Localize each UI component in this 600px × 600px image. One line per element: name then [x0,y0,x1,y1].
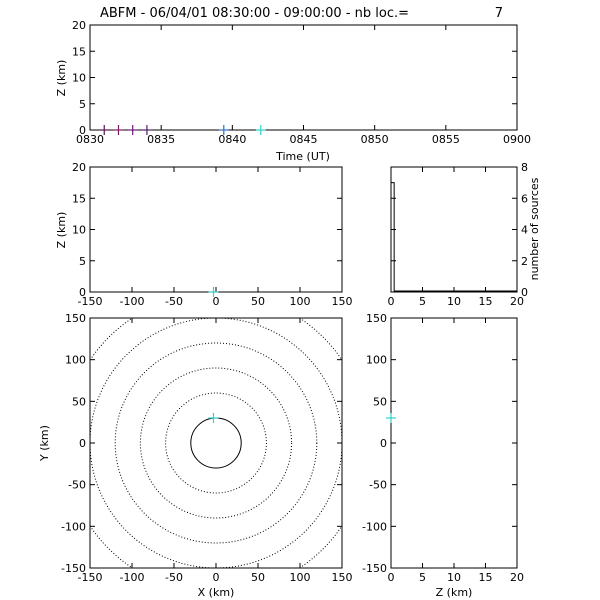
time_height-xtick-label: 0900 [503,133,531,146]
plan_view-range-ring [90,318,342,568]
plan_view-xtick-label: 150 [332,571,353,584]
height-histogram-panel [390,166,518,293]
height_histogram-xtick-label: 5 [419,295,426,308]
plan_view-range-ring [190,417,242,469]
plan_view-ytick-label: -150 [61,562,86,575]
plan_view-ytick-label: 150 [65,312,86,325]
time_height-point [255,125,266,135]
z_y-ytick-label: 150 [366,312,387,325]
figure-title: ABFM - 06/04/01 08:30:00 - 09:00:00 - nb… [100,6,409,21]
chart-marks: 0830 0835 0840 0845 0850 0855 090005101520-150… [61,19,531,584]
histogram-ylabel: number of sources [528,177,541,280]
z_y-xtick-label: 5 [419,571,426,584]
x_height-ytick-label: 15 [72,192,86,205]
height_histogram-ytick-label: 8 [521,161,528,174]
x_height-ytick-label: 10 [72,224,86,237]
x_height-point [208,287,219,297]
height_histogram-ytick-label: 4 [521,224,528,237]
z_y-xtick-label: 0 [388,571,395,584]
height_histogram-ytick-label: 2 [521,255,528,268]
x_height-xtick-label: 50 [251,295,265,308]
time_height-xtick-label: 0855 [432,133,460,146]
plan-view-xlabel: X (km) [198,586,235,599]
z_y-ytick-label: 0 [380,437,387,450]
height_histogram-xtick-label: 0 [388,295,395,308]
time_height-ytick-label: 20 [72,19,86,32]
z-y-panel [390,317,518,569]
x_height-xtick-label: 0 [213,295,220,308]
plan_view-ytick-label: 0 [79,437,86,450]
z_y-xtick-label: 15 [479,571,493,584]
x_height-xtick-label: -100 [120,295,145,308]
time_height-point [113,125,124,135]
x_height-xtick-label: -150 [78,295,103,308]
time-height-panel [89,24,518,131]
height_histogram-xtick-label: 15 [479,295,493,308]
z_y-ytick-label: -150 [362,562,387,575]
time_height-ytick-label: 5 [79,98,86,111]
x_height-ytick-label: 20 [72,161,86,174]
time_height-point [99,125,110,135]
plan-view-panel [89,317,343,569]
plan_view-xtick-label: -50 [165,571,183,584]
plan_view-xtick-label: 100 [290,571,311,584]
x_height-ytick-label: 0 [79,286,86,299]
plan_view-ytick-label: -50 [68,479,86,492]
plan_view-xtick-label: 50 [251,571,265,584]
z_y-point [386,413,396,423]
time_height-xtick-label: 0830 [76,133,104,146]
z-y-xlabel: Z (km) [436,586,473,599]
plan_view-range-ring [114,342,318,544]
z_y-ytick-label: -100 [362,520,387,533]
time_height-xtick-label: 0850 [361,133,389,146]
z_y-xtick-label: 20 [510,571,524,584]
plan_view-ytick-label: -100 [61,520,86,533]
plan_view-range-ring [90,318,342,568]
x_height-ytick-label: 5 [79,255,86,268]
height_histogram-xtick-label: 20 [510,295,524,308]
x_height-xtick-label: -50 [165,295,183,308]
time_height-ytick-label: 0 [79,124,86,137]
time_height-point [141,125,152,135]
z_y-ytick-label: -50 [369,479,387,492]
plan-view-ylabel: Y (km) [38,425,51,462]
z_y-ytick-label: 50 [373,395,387,408]
time_height-xtick-label: 0835 [147,133,175,146]
plan_view-ytick-label: 100 [65,354,86,367]
plan_view-xtick-label: -100 [120,571,145,584]
height_histogram-ytick-label: 6 [521,192,528,205]
plan_view-range-ring [139,367,293,519]
time_height-xtick-label: 0840 [218,133,246,146]
plan_view-range-ring [165,392,267,494]
plan_view-xtick-label: -150 [78,571,103,584]
time_height-point [127,125,138,135]
height_histogram-ytick-label: 0 [521,286,528,299]
time_height-point [218,125,229,135]
x_height-xtick-label: 100 [290,295,311,308]
time_height-ytick-label: 10 [72,72,86,85]
z_y-ytick-label: 100 [366,354,387,367]
time_height-ytick-label: 15 [72,45,86,58]
plan_view-xtick-label: 0 [213,571,220,584]
time-height-ylabel: Z (km) [55,60,68,97]
x-height-panel [89,166,343,293]
height_histogram-xtick-label: 10 [447,295,461,308]
height_histogram-bar [390,182,395,292]
location-count: 7 [495,6,503,21]
plan_view-point [208,413,219,423]
x-height-ylabel: Z (km) [55,212,68,249]
z_y-xtick-label: 10 [447,571,461,584]
time_height-xtick-label: 0845 [290,133,318,146]
x_height-xtick-label: 150 [332,295,353,308]
plan_view-ytick-label: 50 [72,395,86,408]
time-height-xlabel: Time (UT) [275,150,330,163]
